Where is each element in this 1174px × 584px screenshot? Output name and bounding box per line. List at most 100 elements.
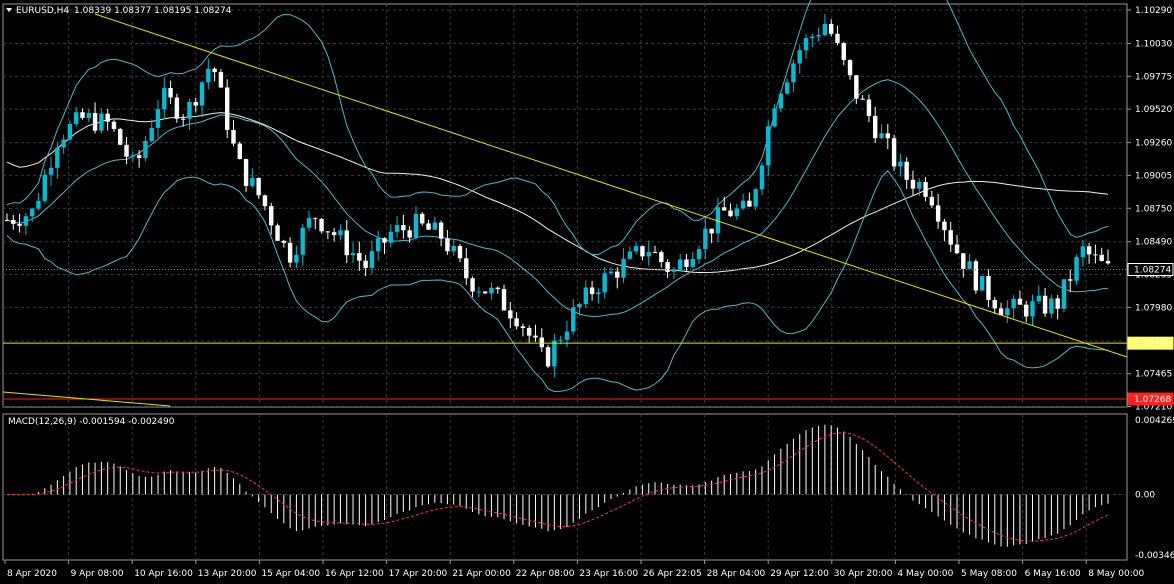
- axes: 1.10290 1.10030 1.09775 1.09520 1.09260 1.090…: [4, 6, 1174, 579]
- bear-candle: [237, 143, 242, 160]
- bear-candle: [1017, 298, 1023, 305]
- bollinger-bands: [6, 0, 1109, 393]
- bear-candle: [287, 242, 293, 263]
- bear-candle: [860, 98, 865, 100]
- bull-candle: [1036, 295, 1041, 302]
- bear-candle: [212, 68, 217, 73]
- bollinger-middle: [6, 79, 1109, 317]
- symbol-label: EURUSD,H4: [16, 6, 69, 16]
- bull-candle: [671, 269, 677, 272]
- bear-candle: [262, 195, 268, 207]
- bull-candle: [476, 291, 482, 293]
- bull-candle: [42, 174, 47, 201]
- bull-candle: [294, 254, 299, 263]
- bear-candle: [539, 337, 544, 348]
- lower-trendline[interactable]: [2, 391, 171, 407]
- bear-candle: [313, 218, 318, 220]
- bear-candle: [866, 99, 872, 116]
- bull-candle: [99, 113, 104, 131]
- bull-candle: [816, 35, 821, 37]
- bull-candle: [48, 167, 54, 175]
- price-axis-label: 1.07980: [1135, 303, 1172, 313]
- bear-candle: [1093, 254, 1098, 256]
- descending-trendline[interactable]: [94, 13, 1128, 358]
- macd-signal-line: [6, 432, 1109, 542]
- bull-candle: [810, 36, 815, 39]
- time-axis-label: 10 Apr 16:00: [134, 569, 193, 579]
- bull-candle: [394, 225, 400, 232]
- bear-candle: [986, 276, 991, 300]
- time-axis-label: 5 May 08:00: [961, 569, 1017, 579]
- current-price-tag-box: [1127, 263, 1174, 277]
- bull-candle: [979, 276, 985, 291]
- bear-candle: [344, 230, 349, 256]
- bull-candle: [155, 109, 161, 128]
- bear-candle: [401, 225, 406, 231]
- time-axis-label: 21 Apr 00:00: [452, 569, 511, 579]
- bull-candle: [596, 292, 601, 295]
- support-price-tag-box: [1127, 336, 1174, 350]
- bull-candle: [36, 200, 41, 209]
- time-axis-label: 4 May 00:00: [897, 569, 953, 579]
- bear-candle: [923, 182, 928, 197]
- bull-candle: [451, 246, 456, 252]
- bear-candle: [243, 159, 249, 186]
- bear-candle: [180, 118, 186, 120]
- bull-candle: [86, 113, 91, 118]
- chart-header: EURUSD,H4 1.08339 1.08377 1.08195 1.0827…: [6, 6, 232, 16]
- bear-candle: [124, 144, 129, 157]
- price-axis-label: 1.10030: [1135, 39, 1172, 49]
- bear-candle: [514, 318, 519, 327]
- bull-candle: [306, 218, 312, 228]
- bear-candle: [136, 155, 142, 158]
- bull-candle: [740, 200, 746, 209]
- ohlc-values: 1.08339 1.08377 1.08195 1.08274: [74, 6, 232, 16]
- bull-candle: [822, 23, 828, 36]
- price-axis-label: 1.10290: [1135, 6, 1172, 16]
- bull-candle: [766, 126, 771, 166]
- bull-candle: [646, 252, 651, 257]
- bear-candle: [17, 223, 22, 226]
- time-axis-label: 29 Apr 12:00: [770, 569, 829, 579]
- price-axis-label: 1.08750: [1135, 204, 1172, 214]
- bear-candle: [457, 246, 463, 259]
- candlesticks: [4, 13, 1111, 378]
- bear-candle: [11, 220, 16, 224]
- bear-candle: [501, 289, 507, 311]
- bear-candle: [1068, 279, 1073, 281]
- bull-candle: [206, 68, 211, 83]
- bear-candle: [545, 347, 551, 367]
- bear-candle: [105, 113, 110, 122]
- bollinger-lower: [6, 170, 1109, 393]
- bear-candle: [684, 259, 689, 267]
- bull-candle: [338, 230, 343, 236]
- bear-candle: [1024, 304, 1029, 317]
- price-axis-label: 1.07210: [1135, 403, 1172, 413]
- drawn-lines[interactable]: [2, 13, 1128, 407]
- dropdown-triangle-icon[interactable]: [6, 8, 12, 12]
- bear-candle: [835, 33, 840, 44]
- bull-candle: [1011, 298, 1016, 309]
- bear-candle: [420, 213, 425, 224]
- bull-candle: [61, 139, 66, 148]
- bear-candle: [954, 244, 960, 254]
- bull-candle: [1074, 257, 1079, 281]
- bear-candle: [80, 112, 85, 118]
- bull-candle: [571, 307, 576, 332]
- bear-candle: [589, 287, 595, 295]
- bear-candle: [961, 253, 966, 269]
- bear-candle: [665, 262, 670, 272]
- bull-candle: [375, 238, 381, 252]
- support-price-tag: 1.07702: [1134, 339, 1171, 349]
- bear-candle: [659, 252, 664, 263]
- bull-candle: [564, 331, 570, 340]
- bear-candle: [275, 225, 280, 241]
- bull-candle: [1080, 246, 1086, 258]
- bull-candle: [577, 304, 582, 308]
- bull-candle: [432, 222, 438, 230]
- bear-candle: [847, 60, 853, 76]
- bull-candle: [734, 208, 740, 217]
- bull-candle: [29, 208, 35, 217]
- bull-candle: [1061, 279, 1067, 309]
